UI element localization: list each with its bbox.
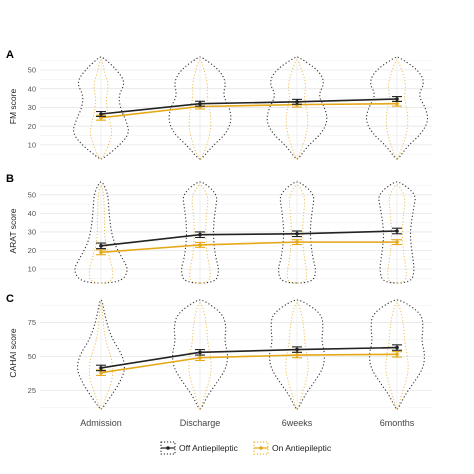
data-point-off-antiepileptic	[395, 229, 399, 233]
data-point-on-antiepileptic	[198, 243, 202, 247]
y-tick-label: 10	[28, 140, 36, 149]
data-point-on-antiepileptic	[295, 240, 299, 244]
y-tick-label: 20	[28, 246, 36, 255]
y-tick-label: 20	[28, 122, 36, 131]
y-tick-label: 10	[28, 265, 36, 274]
violin-off-antiepileptic	[266, 56, 328, 160]
y-tick-label: 75	[28, 318, 36, 327]
violin-on-antiepileptic	[286, 184, 308, 284]
violin-off-antiepileptic	[278, 181, 316, 284]
y-tick-label: 30	[28, 103, 36, 112]
series-line-on-antiepileptic	[100, 353, 398, 374]
x-tick-label: Discharge	[180, 418, 221, 428]
y-axis-title: ARAT score	[8, 208, 18, 253]
x-tick-label: 6months	[380, 418, 415, 428]
data-point-off-antiepileptic	[99, 112, 103, 116]
legend-key-point	[166, 446, 170, 450]
y-tick-label: 25	[28, 386, 36, 395]
y-tick-label: 50	[28, 352, 36, 361]
data-point-on-antiepileptic	[99, 250, 103, 255]
panel-letter: B	[6, 173, 14, 185]
data-point-on-antiepileptic	[295, 353, 299, 357]
legend-label: Off Antiepileptic	[179, 443, 239, 453]
data-point-off-antiepileptic	[395, 97, 399, 101]
violin-on-antiepileptic	[285, 302, 309, 410]
y-tick-label: 40	[28, 84, 36, 93]
series-line-off-antiepileptic	[100, 98, 398, 115]
data-point-off-antiepileptic	[99, 366, 103, 370]
violin-on-antiepileptic	[188, 302, 212, 410]
legend-label: On Antiepileptic	[272, 443, 332, 453]
data-point-on-antiepileptic	[198, 355, 202, 360]
data-point-on-antiepileptic	[395, 240, 399, 244]
series-line-on-antiepileptic	[100, 241, 397, 254]
data-point-off-antiepileptic	[395, 345, 399, 350]
panel-a: 10 20 30 40 50 FM score A	[6, 49, 432, 160]
panel-letter: C	[6, 293, 14, 305]
panel-c: 25 50 75 CAHAI score C Admission Discharge 6wee…	[6, 293, 432, 428]
violin-off-antiepileptic	[172, 299, 228, 410]
data-point-off-antiepileptic	[99, 244, 103, 248]
y-axis-title: FM score	[8, 89, 18, 125]
violin-on-antiepileptic	[385, 302, 409, 410]
legend-key-point	[259, 446, 263, 450]
data-point-off-antiepileptic	[198, 101, 202, 106]
violin-on-antiepileptic	[188, 59, 212, 160]
violin-off-antiepileptic	[168, 56, 232, 160]
y-tick-label: 50	[28, 190, 36, 199]
series-line-off-antiepileptic	[100, 346, 398, 369]
y-axis-title: CAHAI score	[8, 328, 18, 377]
data-point-on-antiepileptic	[395, 352, 399, 357]
legend: Off Antiepileptic On Antiepileptic	[160, 441, 332, 455]
violin-off-antiepileptic	[74, 181, 128, 284]
data-point-on-antiepileptic	[395, 101, 399, 106]
series-line-on-antiepileptic	[100, 102, 398, 119]
violin-on-antiepileptic	[285, 59, 309, 160]
data-point-off-antiepileptic	[198, 232, 202, 237]
data-point-off-antiepileptic	[295, 347, 299, 352]
violin-on-antiepileptic	[385, 59, 409, 160]
violin-on-antiepileptic	[88, 302, 114, 410]
violin-on-antiepileptic	[90, 59, 112, 160]
panel-b: 10 20 30 40 50 ARAT score B	[6, 173, 432, 284]
y-tick-label: 30	[28, 228, 36, 237]
violin-off-antiepileptic	[369, 299, 425, 410]
y-tick-label: 50	[28, 66, 36, 75]
panel-letter: A	[6, 49, 14, 61]
data-point-off-antiepileptic	[198, 350, 202, 355]
violin-on-antiepileptic	[387, 184, 407, 284]
violin-off-antiepileptic	[378, 181, 416, 284]
data-point-off-antiepileptic	[295, 231, 299, 236]
x-tick-label: Admission	[80, 418, 122, 428]
violin-off-antiepileptic	[181, 181, 219, 284]
x-tick-label: 6weeks	[282, 418, 313, 428]
series-line-off-antiepileptic	[100, 230, 398, 247]
violin-off-antiepileptic	[269, 299, 325, 410]
data-point-off-antiepileptic	[295, 100, 299, 104]
data-point-on-antiepileptic	[99, 370, 103, 375]
y-tick-label: 40	[28, 209, 36, 218]
